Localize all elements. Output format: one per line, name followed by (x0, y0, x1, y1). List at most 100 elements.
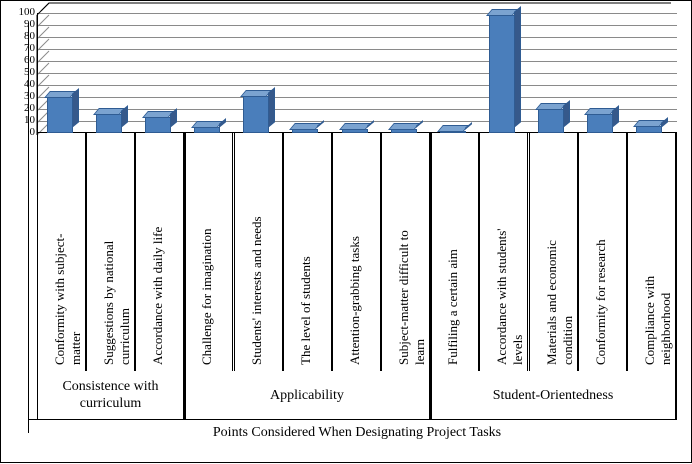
y-axis-line (37, 13, 38, 133)
bar-side-face (612, 105, 619, 128)
group-label: Applicability (270, 387, 344, 403)
category-cell: Accordance with students' levels (479, 133, 528, 371)
y-tick-30: 30 (24, 90, 35, 102)
y-tick-100: 100 (18, 6, 36, 18)
category-label: condition (560, 315, 575, 365)
gridline (37, 37, 677, 38)
bar (535, 100, 570, 133)
gridline (37, 61, 677, 62)
category-label: curriculum (117, 307, 132, 365)
category-label: Fulfiling a certain aim (445, 249, 460, 365)
bar-side-face (514, 6, 521, 128)
bar-side-face (416, 120, 423, 128)
group-label-cell: Student-Orientedness (430, 371, 676, 419)
category-label: Accordance with daily life (150, 226, 165, 365)
bar-side-face (219, 118, 226, 128)
category-cell: Compliance with neighborhood (627, 133, 676, 371)
left-border-line (28, 23, 29, 433)
bar-side-face (72, 88, 79, 128)
category-cell: Challenge for imagination (184, 133, 233, 371)
category-cell: Suggestions by national curriculum (86, 133, 135, 371)
gridline (37, 85, 677, 86)
category-cell: Accordance with daily life (135, 133, 184, 371)
y-tick-70: 70 (24, 42, 35, 54)
category-label: Subject-matter difficult to (396, 230, 411, 365)
category-cell: Conformity with subject-matter (37, 133, 86, 371)
y-tick-90: 90 (24, 18, 35, 30)
group-labels: Consistence with curriculum Applicability… (37, 371, 677, 419)
gridline (37, 97, 677, 98)
bar (339, 120, 374, 133)
bar (142, 108, 177, 133)
bar-side-face (661, 117, 668, 128)
y-tick-20: 20 (24, 102, 35, 114)
gridlines (37, 13, 677, 133)
category-label: Challenge for imagination (199, 228, 214, 365)
bar (289, 120, 324, 133)
gridline (37, 121, 677, 122)
bar (486, 6, 521, 133)
y-tick-0: 0 (29, 126, 36, 138)
category-label: Suggestions by national (101, 240, 116, 365)
plot-depth-edge (40, 2, 671, 11)
gridline (37, 13, 677, 14)
y-axis-tick-labels: 100 90 80 70 60 50 40 30 20 10 0 (5, 6, 36, 138)
bar (633, 117, 668, 133)
gridline (37, 73, 677, 74)
gridline (37, 49, 677, 50)
bar (240, 87, 275, 133)
y-tick-60: 60 (24, 54, 35, 66)
category-label: levels (510, 334, 525, 365)
category-cell: Fulfiling a certain aim (430, 133, 479, 371)
category-label: matter (68, 331, 83, 365)
category-cell: Students' interests and needs (234, 133, 283, 371)
group-separator (676, 133, 677, 419)
group-label: Consistence with curriculum (62, 379, 159, 411)
bar-side-face (268, 87, 275, 128)
group-label: Student-Orientedness (492, 387, 614, 403)
bar (584, 105, 619, 133)
category-label: Conformity for research (593, 239, 608, 365)
y-tick-40: 40 (24, 78, 35, 90)
category-labels: Conformity with subject-matter Suggestion… (37, 133, 677, 371)
bar (437, 122, 472, 133)
category-cell: Subject-matter difficult to learn (381, 133, 430, 371)
bar-side-face (367, 120, 374, 128)
group-separator (37, 133, 38, 419)
bottom-border-line (28, 419, 677, 420)
bar (93, 105, 128, 133)
bar-side-face (121, 105, 128, 128)
category-label: Attention-grabbing tasks (347, 236, 362, 365)
category-cell: Conformity for research (578, 133, 627, 371)
bar (191, 118, 226, 133)
category-label: Students' interests and needs (249, 216, 264, 365)
gridline (37, 109, 677, 110)
category-label: learn (412, 339, 427, 365)
bar-side-face (317, 120, 324, 128)
gridline (37, 25, 677, 26)
category-label: neighborhood (658, 292, 673, 365)
group-label-cell: Consistence with curriculum (37, 371, 184, 419)
category-label: Materials and economic (544, 240, 559, 365)
category-label: The level of students (298, 256, 313, 365)
category-cell: Attention-grabbing tasks (332, 133, 381, 371)
group-separator (185, 133, 186, 419)
category-cell: The level of students (283, 133, 332, 371)
category-cell: Materials and economic condition (529, 133, 578, 371)
x-axis-title: Points Considered When Designating Proje… (212, 425, 502, 440)
y-tick-10: 10 (24, 114, 35, 126)
group-label-cell: Applicability (184, 371, 430, 419)
category-label: Accordance with students' (494, 228, 509, 365)
bar (388, 120, 423, 133)
group-separator (431, 133, 432, 419)
bar (44, 88, 79, 133)
bar-side-face (563, 100, 570, 128)
y-tick-50: 50 (24, 66, 35, 78)
category-label: Compliance with (642, 275, 657, 365)
bar-side-face (465, 122, 472, 130)
category-label: Conformity with subject- (52, 233, 67, 365)
bar-series (38, 6, 677, 133)
y-tick-80: 80 (24, 30, 35, 42)
